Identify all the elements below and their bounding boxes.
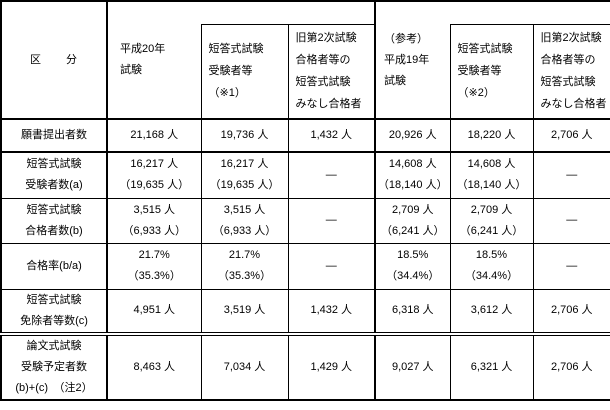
header-cell-h20-tantou: 短答式試験 受験者等 （※1） xyxy=(200,23,289,120)
value-cell: 16,217 人 （19,635 人） xyxy=(200,151,289,199)
header-cell-h19-tantou: 短答式試験 受験者等 （※2） xyxy=(449,23,534,120)
value-cell: 21.7% （35.3%） xyxy=(200,242,289,290)
table-row-examinees: 短答式試験 受験者数(a) 16,217 人 （19,635 人） 16,217… xyxy=(0,151,610,199)
value-cell: 1,429 人 xyxy=(287,331,376,400)
exam-statistics-table: 区 分 平成20年 試験 （参考） 平成19年 試験 短答式試験 受験者等 （※… xyxy=(0,0,610,401)
row-label: 論文式試験 受験予定者数 (b)+(c) （注2） xyxy=(0,331,108,400)
value-cell: 14,608 人 （18,140 人） xyxy=(374,151,451,199)
value-cell: ― xyxy=(532,151,610,199)
table-row-exempted: 短答式試験 免除者等数(c) 4,951 人 3,519 人 1,432 人 6… xyxy=(0,288,610,334)
header-cell-h19-exam: （参考） 平成19年 試験 xyxy=(374,0,450,120)
value-cell: 2,706 人 xyxy=(532,331,610,400)
row-label: 短答式試験 免除者等数(c) xyxy=(0,288,108,334)
value-cell: 7,034 人 xyxy=(200,331,289,400)
value-cell: 6,321 人 xyxy=(449,331,534,400)
value-cell: 1,432 人 xyxy=(287,118,376,153)
value-cell: 16,217 人 （19,635 人） xyxy=(106,151,202,199)
value-cell: 9,027 人 xyxy=(374,331,451,400)
value-cell: 2,706 人 xyxy=(532,118,610,153)
value-cell: 1,432 人 xyxy=(287,288,376,334)
value-cell: 4,951 人 xyxy=(106,288,202,334)
header-cell-h19-minashi: 旧第2次試験 合格者等の 短答式試験 みなし合格者 xyxy=(532,23,610,120)
value-cell: 3,515 人 （6,933 人） xyxy=(200,197,289,244)
table-row-passers: 短答式試験 合格者数(b) 3,515 人 （6,933 人） 3,515 人 … xyxy=(0,197,610,244)
value-cell: ― xyxy=(532,197,610,244)
value-cell: 18,220 人 xyxy=(449,118,534,153)
value-cell: 14,608 人 （18,140 人） xyxy=(449,151,534,199)
value-cell: 20,926 人 xyxy=(374,118,451,153)
header-spacer-h19 xyxy=(450,0,610,25)
value-cell: 3,519 人 xyxy=(200,288,289,334)
value-cell: 2,706 人 xyxy=(532,288,610,334)
table-row-applicants: 願書提出者数 21,168 人 19,736 人 1,432 人 20,926 … xyxy=(0,118,610,153)
value-cell: 3,612 人 xyxy=(449,288,534,334)
value-cell: 2,709 人 （6,241 人） xyxy=(374,197,451,244)
row-label: 願書提出者数 xyxy=(0,118,108,153)
header-cell-category: 区 分 xyxy=(0,0,108,120)
value-cell: 21,168 人 xyxy=(106,118,202,153)
value-cell: 18.5% （34.4%） xyxy=(449,242,534,290)
table-row-pass-rate: 合格率(b/a) 21.7% （35.3%） 21.7% （35.3%） ― 1… xyxy=(0,242,610,290)
value-cell: 19,736 人 xyxy=(200,118,289,153)
row-label: 短答式試験 受験者数(a) xyxy=(0,151,108,199)
value-cell: 2,709 人 （6,241 人） xyxy=(449,197,534,244)
header-cell-h20-exam: 平成20年 試験 xyxy=(106,0,201,120)
value-cell: 21.7% （35.3%） xyxy=(106,242,202,290)
row-label: 合格率(b/a) xyxy=(0,242,108,290)
value-cell: 8,463 人 xyxy=(106,331,202,400)
value-cell: ― xyxy=(532,242,610,290)
value-cell: ― xyxy=(287,242,376,290)
value-cell: 3,515 人 （6,933 人） xyxy=(106,197,202,244)
value-cell: ― xyxy=(287,151,376,199)
header-row-sub: 短答式試験 受験者等 （※1） 旧第2次試験 合格者等の 短答式試験 みなし合格… xyxy=(1,23,610,120)
table-row-essay-expected: 論文式試験 受験予定者数 (b)+(c) （注2） 8,463 人 7,034 … xyxy=(0,331,610,400)
value-cell: 18.5% （34.4%） xyxy=(374,242,451,290)
row-label: 短答式試験 合格者数(b) xyxy=(0,197,108,244)
value-cell: ― xyxy=(287,197,376,244)
header-row-top: 区 分 平成20年 試験 （参考） 平成19年 試験 xyxy=(0,0,610,120)
header-spacer-h20 xyxy=(201,0,376,25)
header-cell-h20-minashi: 旧第2次試験 合格者等の 短答式試験 みなし合格者 xyxy=(287,23,376,120)
value-cell: 6,318 人 xyxy=(374,288,451,334)
